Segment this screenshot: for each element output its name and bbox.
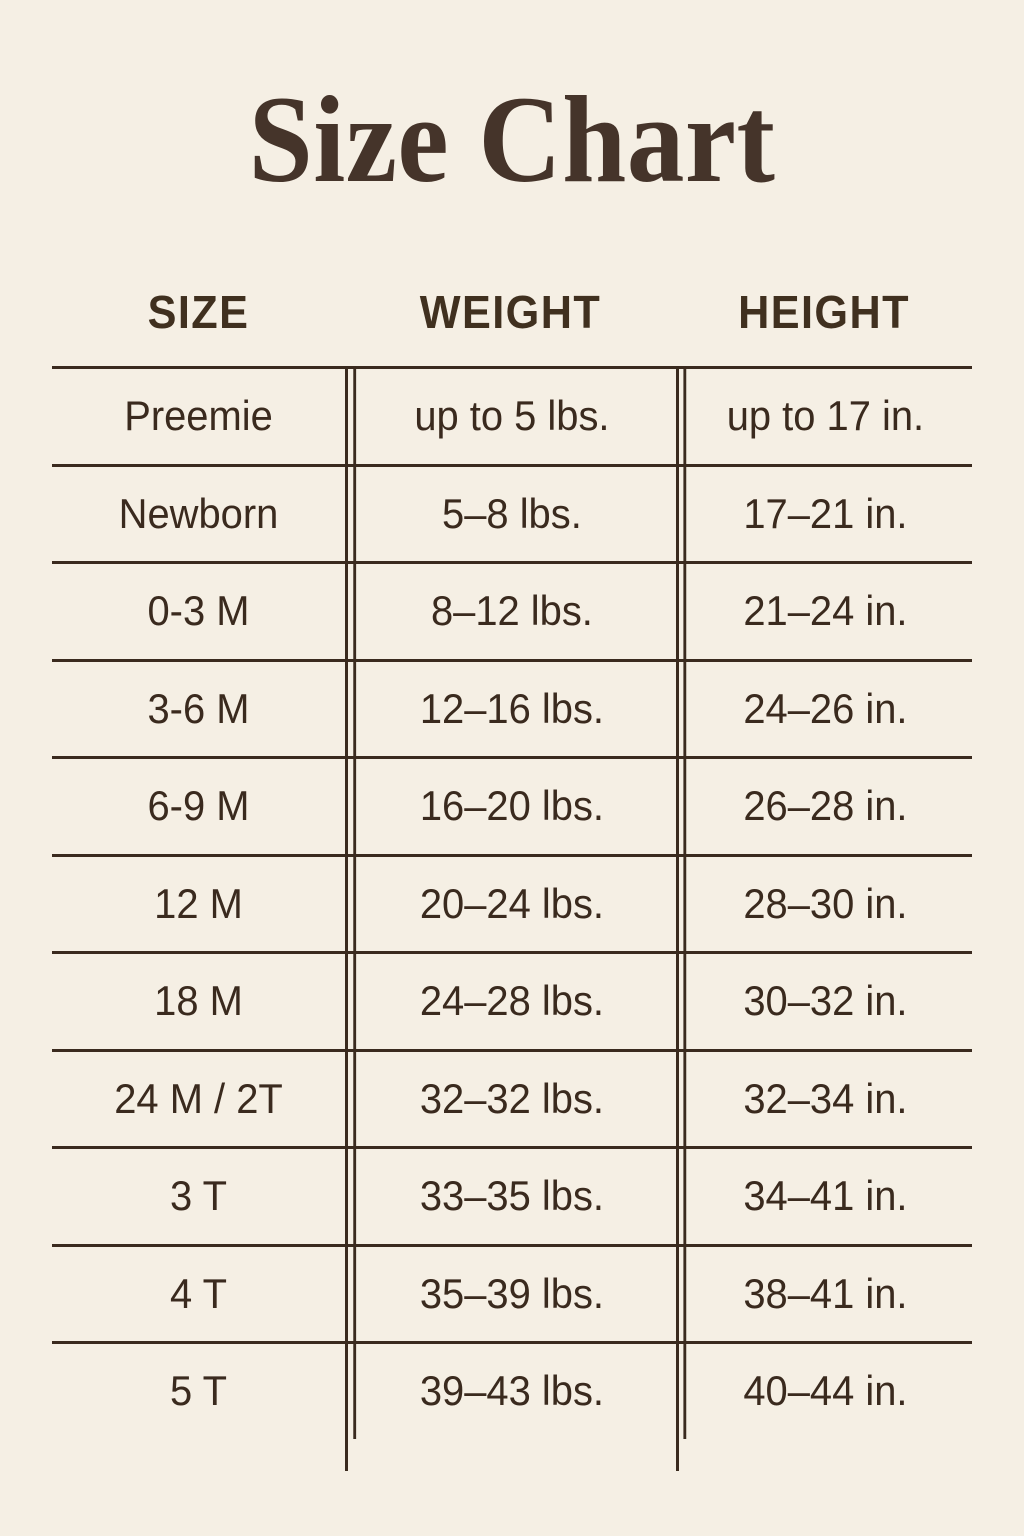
cell-height: 28–30 in. xyxy=(683,856,964,951)
table-row: 3-6 M 12–16 lbs. 24–26 in. xyxy=(52,658,972,756)
cell-weight: 33–35 lbs. xyxy=(353,1149,667,1244)
table-row: Newborn 5–8 lbs. 17–21 in. xyxy=(52,463,972,561)
table-row: 12 M 20–24 lbs. 28–30 in. xyxy=(52,853,972,951)
cell-weight: 24–28 lbs. xyxy=(353,954,667,1049)
table-row: Preemie up to 5 lbs. up to 17 in. xyxy=(52,366,972,464)
cell-size: 5 T xyxy=(170,1367,227,1415)
cell-height: up to 17 in. xyxy=(683,369,964,464)
column-divider-1 xyxy=(345,366,348,1471)
cell-size: 24 M / 2T xyxy=(114,1074,283,1122)
table-body: Preemie up to 5 lbs. up to 17 in. Newborn 5–… xyxy=(52,366,972,1439)
table-header-row: SIZE WEIGHT HEIGHT xyxy=(52,282,972,342)
cell-size: Preemie xyxy=(124,392,273,440)
column-header-weight: WEIGHT xyxy=(419,286,602,338)
column-divider-2 xyxy=(676,366,679,1471)
cell-size: 3-6 M xyxy=(147,684,250,732)
cell-weight: 32–32 lbs. xyxy=(353,1051,667,1146)
cell-weight: 20–24 lbs. xyxy=(353,856,667,951)
cell-height: 24–26 in. xyxy=(683,661,964,756)
cell-size: 12 M xyxy=(154,879,243,927)
table-row: 5 T 39–43 lbs. 40–44 in. xyxy=(52,1341,972,1439)
cell-weight: 8–12 lbs. xyxy=(353,564,667,659)
cell-height: 34–41 in. xyxy=(683,1149,964,1244)
cell-weight: up to 5 lbs. xyxy=(353,369,667,464)
table-row: 4 T 35–39 lbs. 38–41 in. xyxy=(52,1243,972,1341)
cell-height: 30–32 in. xyxy=(683,954,964,1049)
page-title: Size Chart xyxy=(248,71,776,208)
cell-height: 17–21 in. xyxy=(683,466,964,561)
cell-weight: 12–16 lbs. xyxy=(353,661,667,756)
cell-size: 18 M xyxy=(154,977,243,1025)
cell-height: 32–34 in. xyxy=(683,1051,964,1146)
column-header-size: SIZE xyxy=(147,286,250,338)
cell-weight: 16–20 lbs. xyxy=(353,759,667,854)
cell-height: 38–41 in. xyxy=(683,1246,964,1341)
table-row: 0-3 M 8–12 lbs. 21–24 in. xyxy=(52,561,972,659)
cell-size: 4 T xyxy=(170,1269,227,1317)
cell-height: 21–24 in. xyxy=(683,564,964,659)
table-row: 3 T 33–35 lbs. 34–41 in. xyxy=(52,1146,972,1244)
cell-size: 3 T xyxy=(170,1172,227,1220)
table-row: 18 M 24–28 lbs. 30–32 in. xyxy=(52,951,972,1049)
cell-weight: 39–43 lbs. xyxy=(353,1344,667,1439)
table-row: 6-9 M 16–20 lbs. 26–28 in. xyxy=(52,756,972,854)
cell-weight: 5–8 lbs. xyxy=(353,466,667,561)
cell-height: 26–28 in. xyxy=(683,759,964,854)
cell-size: Newborn xyxy=(118,489,279,537)
cell-weight: 35–39 lbs. xyxy=(353,1246,667,1341)
table-row: 24 M / 2T 32–32 lbs. 32–34 in. xyxy=(52,1048,972,1146)
cell-size: 6-9 M xyxy=(147,782,250,830)
cell-size: 0-3 M xyxy=(147,587,250,635)
cell-height: 40–44 in. xyxy=(683,1344,964,1439)
column-header-height: HEIGHT xyxy=(738,286,910,338)
